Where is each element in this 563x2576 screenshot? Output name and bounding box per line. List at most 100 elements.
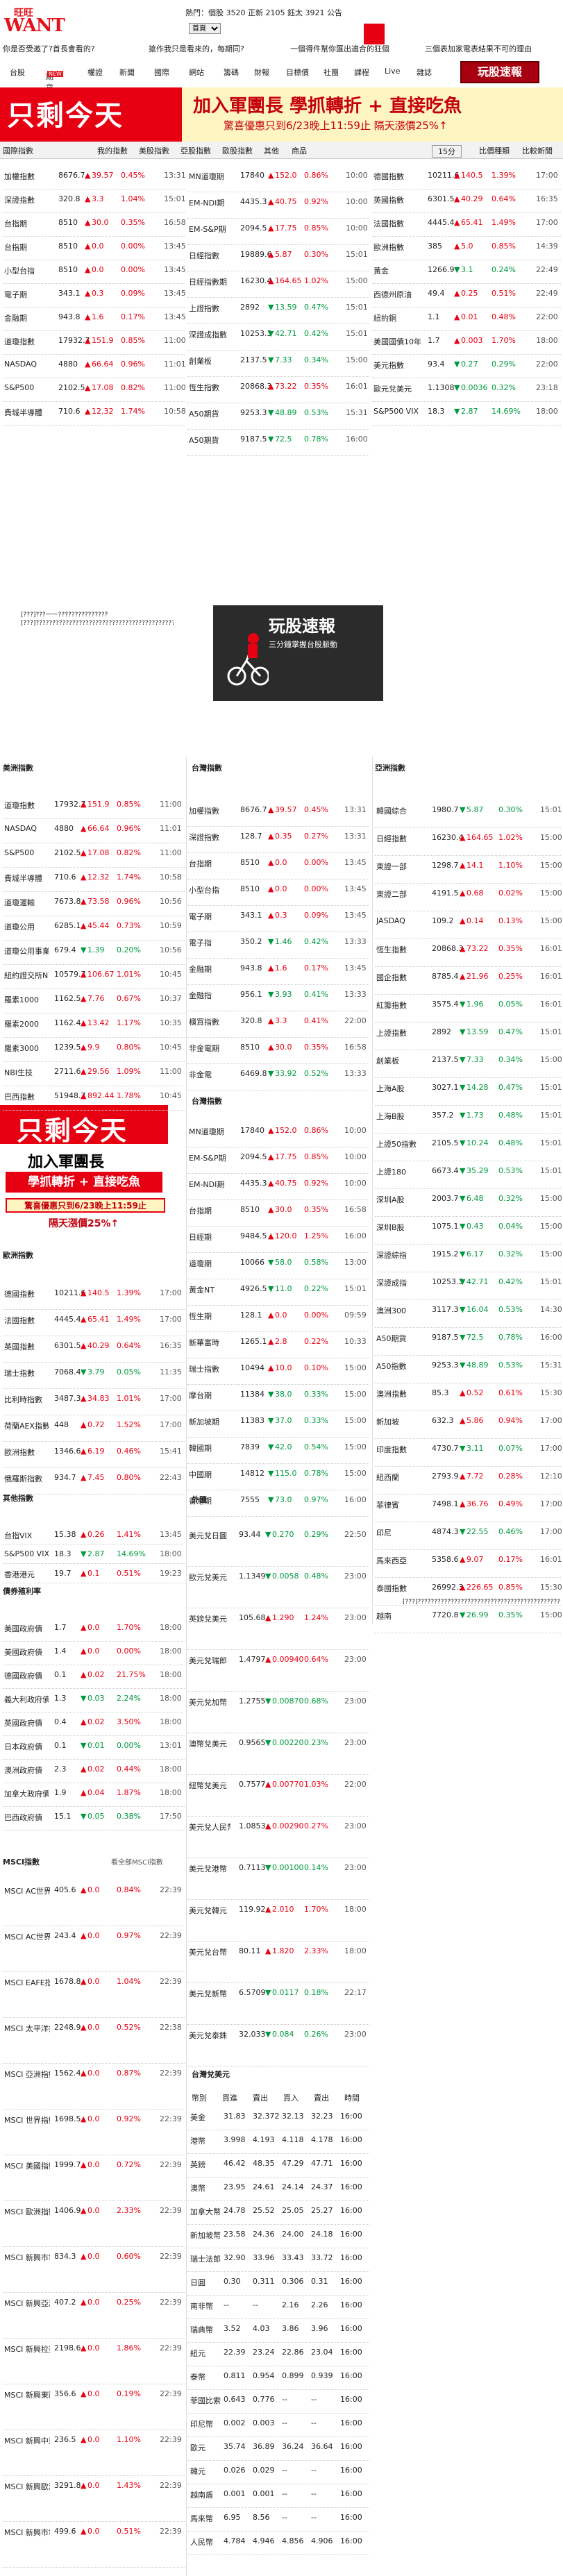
promo-banner-top[interactable]: 只剩今天 加入軍團長 學抓轉折 + 直接吃魚 驚喜優惠只到6/23晚上11:59… — [0, 87, 563, 142]
quote-name[interactable]: MN道瓊期 — [189, 1127, 224, 1136]
quote-name[interactable]: 歐元兌美元 — [373, 385, 412, 394]
right-text-ad[interactable]: [???]???????????????????????????????????… — [403, 1599, 560, 1606]
quote-name[interactable]: MSCI 太平洋指數 — [4, 2024, 50, 2033]
quote-name[interactable]: 深圳B股 — [376, 1223, 405, 1232]
quote-name[interactable]: 馬來西亞 — [376, 1556, 407, 1565]
quote-name[interactable]: 深圳A股 — [376, 1195, 405, 1204]
quote-name[interactable]: 道瓊公用 — [4, 923, 35, 932]
quote-row[interactable]: S&P500 VIX 18.3 ▼ 2.87 14.69% 18:00 — [3, 1544, 185, 1564]
quote-row[interactable]: 電子期 343.1 ▲ 0.3 0.09% 13:45 — [187, 905, 369, 932]
compare-news-link[interactable]: 比較新聞 — [522, 146, 553, 155]
quote-row[interactable]: 非金電 6469.8 ▼ 33.92 0.52% 13:33 — [187, 1063, 369, 1091]
quote-row[interactable]: 紐西蘭 2793.9 ▲ 7.72 0.28% 12:10 — [375, 1466, 562, 1495]
quote-name[interactable]: 羅素1000 — [4, 995, 39, 1004]
nav-item-finance[interactable]: 財報 — [254, 68, 269, 77]
quote-name[interactable]: 香港期 — [189, 1497, 212, 1506]
quote-name[interactable]: 深證綜指 — [376, 1251, 407, 1260]
quote-name[interactable]: 印尼 — [376, 1529, 392, 1538]
quote-name[interactable]: EM-NDI期 — [189, 1180, 225, 1189]
quote-name[interactable]: 歐元兌美元 — [189, 1573, 227, 1582]
tw-fx-row[interactable]: 瑞典幣 3.52 4.03 3.86 3.96 16:00 — [187, 2318, 369, 2343]
quote-row[interactable]: 深證成指 10253.3 ▼ 42.71 0.42% 15:01 — [375, 1272, 562, 1300]
headline-3[interactable]: 一個得件幫你匯出適合的狂個 — [290, 44, 389, 53]
quote-name[interactable]: 美元兌人民幣 — [189, 1823, 230, 1832]
quote-name[interactable]: 台指期 — [189, 1206, 212, 1215]
nav-item-course[interactable]: 課程 — [354, 68, 369, 77]
quote-row[interactable]: 紅籌指數 3575.4 ▼ 1.96 0.05% 16:01 — [375, 994, 562, 1022]
tab-other[interactable]: 其他 — [264, 146, 279, 155]
quote-row[interactable]: 德國指數 10211.6 ▲ 140.5 1.39% 17:00 — [3, 1283, 185, 1310]
tw-fx-row[interactable]: 瑞士法郎 32.90 33.96 33.43 33.72 16:00 — [187, 2248, 369, 2272]
quote-name[interactable]: 德國指數 — [373, 172, 404, 181]
video-ad[interactable]: 玩股速報 三分鐘掌握台股脈動 — [213, 605, 383, 701]
quote-row[interactable]: JASDAQ 109.2 ▲ 0.14 0.13% 15:00 — [375, 911, 562, 939]
quote-row[interactable]: 美元兌瑞郎 1.4797 ▲ 0.00940 0.64% 23:00 — [187, 1649, 369, 1692]
quote-name[interactable]: 瑞士指數 — [4, 1369, 35, 1378]
quote-name[interactable]: 黃金 — [373, 267, 389, 276]
quote-name[interactable]: 創業板 — [376, 1057, 399, 1066]
quote-row[interactable]: 道瓊公用 6285.1 ▲ 45.44 0.73% 10:59 — [3, 916, 185, 941]
quote-row[interactable]: 日經指數 19889.6 ▲ 5.87 0.30% 15:01 — [187, 244, 369, 271]
quote-row[interactable]: 美元兌泰銖 32.033 ▼ 0.084 0.26% 23:00 — [187, 2024, 369, 2066]
quote-row[interactable]: 深證指數 320.8 ▲ 3.3 1.04% 15:01 — [3, 189, 186, 213]
quote-row[interactable]: 韓國期 7839 ▼ 42.0 0.54% 15:00 — [187, 1437, 369, 1464]
quote-name[interactable]: 上證指數 — [189, 304, 219, 313]
quote-name[interactable]: 上證50指數 — [376, 1140, 417, 1149]
quote-name[interactable]: 非金電期 — [189, 1044, 219, 1053]
quote-row[interactable]: 紐約證交所NYSE 10579.7▲106.671.01% 10:45 — [3, 964, 185, 989]
quote-name[interactable]: MSCI 新興拉美指數 — [4, 2345, 50, 2354]
quote-row[interactable]: 恆生期 128.1 ▲ 0.0 0.00% 09:59 — [187, 1305, 369, 1332]
quote-row[interactable]: 日經期 9484.5 ▲ 120.0 1.25% 16:00 — [187, 1226, 369, 1253]
quote-name[interactable]: 上海B股 — [376, 1112, 405, 1121]
quote-row[interactable]: 費城半導體 710.6 ▲ 12.32 1.74% 10:58 — [3, 401, 186, 426]
quote-name[interactable]: NASDAQ — [4, 824, 37, 833]
quote-row[interactable]: MSCI 新興亞洲指數 407.2 ▲0.0 0.25% 22:39 — [3, 2292, 185, 2339]
quote-name[interactable]: 創業板 — [189, 357, 212, 366]
tab-my-index[interactable]: 我的指數 — [97, 146, 128, 155]
quote-name[interactable]: 歐洲指數 — [4, 1448, 35, 1457]
quote-name[interactable]: 台指VIX — [4, 1531, 33, 1540]
quote-name[interactable]: 新加坡期 — [189, 1417, 219, 1426]
quote-row[interactable]: 加權指數 8676.7 ▲ 39.57 0.45% 13:31 — [187, 800, 369, 827]
quote-name[interactable]: MSCI 新興中東/非洲指數 — [4, 2436, 50, 2445]
tw-fx-row[interactable]: 南非幣 -- -- 2.16 2.26 16:00 — [187, 2295, 369, 2319]
quote-name[interactable]: 台指期 — [189, 859, 212, 868]
quote-name[interactable]: 紐約銅 — [373, 314, 396, 323]
nav-item-news[interactable]: 新聞 — [119, 68, 135, 77]
quote-name[interactable]: 電子期 — [4, 290, 27, 299]
quote-row[interactable]: 費城半導體 710.6 ▲ 12.32 1.74% 10:58 — [3, 867, 185, 892]
quote-name[interactable]: NBI生技 — [4, 1068, 33, 1077]
quote-name[interactable]: 美元兌加幣 — [189, 1698, 227, 1707]
quote-row[interactable]: 德國指數 10211.6 ▲ 140.5 1.39% 17:00 — [372, 165, 561, 190]
quote-row[interactable]: MSCI 歐洲指數 1406.9▲0.0 2.33% 22:39 — [3, 2200, 185, 2247]
quote-row[interactable]: 美元兌港幣 0.7113 ▼ 0.00100 0.14% 23:00 — [187, 1858, 369, 1900]
quote-row[interactable]: MSCI 新興市場邊境 499.6 ▲0.0 0.51% 22:39 — [3, 2521, 185, 2568]
quote-row[interactable]: MSCI AC世界指數 405.6 ▲0.0 0.84% 22:39 — [3, 1880, 185, 1926]
quote-name[interactable]: 美元兌台幣 — [189, 1948, 227, 1957]
tw-fx-row[interactable]: 加拿大幣 24.78 25.52 25.05 25.27 16:00 — [187, 2200, 369, 2225]
quote-name[interactable]: 羅素2000 — [4, 1020, 39, 1029]
quote-row[interactable]: 創業板 2137.5 ▼ 7.33 0.34% 15:00 — [187, 350, 369, 377]
quote-row[interactable]: 加拿大政府債 1.9 ▲ 0.04 1.87% 18:00 — [3, 1783, 185, 1807]
quote-name[interactable]: 加權指數 — [4, 172, 35, 181]
quote-name[interactable]: 電子指 — [189, 938, 212, 948]
quote-row[interactable]: 台指期 8510 ▲ 30.0 0.35% 16:58 — [187, 1199, 369, 1227]
quote-name[interactable]: 泰國指數 — [376, 1584, 407, 1593]
quote-row[interactable]: A50指數 9253.3 ▼ 48.89 0.53% 15:31 — [375, 1355, 562, 1383]
quote-row[interactable]: 恆生指數 20868.3 ▲ 73.22 0.35% 16:01 — [187, 376, 369, 403]
quote-name[interactable]: S&P500 VIX — [4, 1549, 49, 1558]
quote-name[interactable]: MSCI 歐洲指數 — [4, 2207, 50, 2216]
quote-name[interactable]: 恆生指數 — [189, 383, 219, 392]
quote-name[interactable]: MSCI 美國指數 — [4, 2162, 50, 2171]
quote-row[interactable]: 台指VIX 15.38 ▲ 0.26 1.41% 13:45 — [3, 1524, 185, 1544]
quote-row[interactable]: 加權指數 8676.7 ▲ 39.57 0.45% 13:31 — [3, 165, 186, 190]
quote-row[interactable]: 羅素1000 1162.5 ▲ 7.76 0.67% 10:37 — [3, 988, 185, 1013]
quote-row[interactable]: 日經指數期 16230.4 ▲ 164.65 1.02% 15:00 — [187, 271, 369, 298]
quote-name[interactable]: 加權指數 — [189, 807, 219, 816]
quote-name[interactable]: 澳洲政府債 — [4, 1766, 42, 1775]
quote-name[interactable]: 美元兌港幣 — [189, 1864, 227, 1874]
quote-name[interactable]: 紐西蘭 — [376, 1473, 399, 1482]
quote-name[interactable]: 菲律賓 — [376, 1501, 399, 1510]
tw-fx-row[interactable]: 人民幣 4.784 4.946 4.856 4.906 16:00 — [187, 2531, 369, 2555]
quote-row[interactable]: 深圳A股 2003.7 ▼ 6.48 0.32% 15:00 — [375, 1188, 562, 1217]
